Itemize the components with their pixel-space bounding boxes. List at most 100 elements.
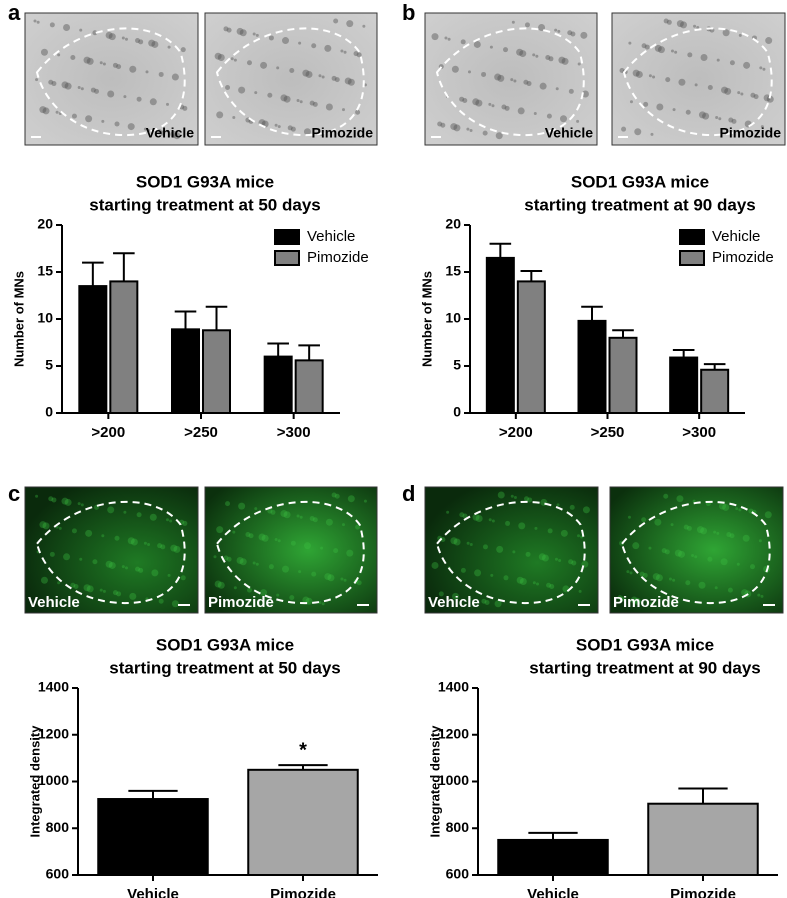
speckle <box>568 88 574 94</box>
speckle <box>707 556 713 562</box>
speckle <box>124 566 128 570</box>
speckle <box>524 22 530 28</box>
speckle <box>239 29 247 37</box>
speckle <box>532 581 536 585</box>
speckle <box>501 104 507 110</box>
speckle <box>334 493 340 499</box>
speckle <box>277 539 281 543</box>
speckle <box>36 20 40 24</box>
speckle <box>665 77 671 83</box>
speckle <box>267 508 273 514</box>
outline <box>620 500 771 605</box>
speckle <box>740 92 744 96</box>
speckle <box>496 545 504 553</box>
speckle <box>534 526 538 530</box>
speckle <box>526 81 532 87</box>
speckle <box>491 104 495 108</box>
micrograph <box>24 12 199 146</box>
x-tick-label: Pimozide <box>270 886 336 898</box>
speckle <box>245 532 251 538</box>
micrograph <box>611 12 786 146</box>
speckle <box>440 122 446 128</box>
speckle <box>167 573 171 577</box>
bar <box>263 355 293 415</box>
chart-title: SOD1 G93A mice <box>136 172 274 191</box>
speckle <box>51 497 57 503</box>
speckle <box>676 495 684 503</box>
speckle <box>129 65 137 73</box>
speckle <box>431 561 439 569</box>
speckle <box>252 32 256 36</box>
speckle <box>92 30 98 36</box>
speckle <box>226 556 232 562</box>
speckle <box>617 595 623 601</box>
speckle <box>661 548 667 554</box>
speckle <box>346 549 354 557</box>
legend-label: Pimozide <box>307 249 369 266</box>
speckle <box>343 50 347 54</box>
speckle <box>147 542 151 546</box>
speckle <box>127 123 135 131</box>
speckle <box>299 100 303 104</box>
speckle <box>713 530 717 534</box>
speckle <box>503 47 509 53</box>
speckle <box>58 526 62 530</box>
speckle <box>40 576 48 584</box>
speckle <box>680 21 688 29</box>
speckle <box>51 81 57 87</box>
speckle <box>216 526 224 534</box>
speckle <box>71 113 77 119</box>
speckle <box>674 549 682 557</box>
x-tick-label: Pimozide <box>670 886 736 898</box>
speckle <box>173 132 181 140</box>
y-tick-label: 15 <box>445 263 461 279</box>
speckle <box>686 525 692 531</box>
speckle <box>648 74 652 78</box>
legend-label: Pimozide <box>712 249 774 266</box>
speckle <box>722 503 730 511</box>
speckle <box>523 79 529 85</box>
speckle <box>236 27 244 35</box>
speckle <box>494 600 502 608</box>
speckle <box>559 115 567 123</box>
speckle <box>580 31 588 39</box>
speckle <box>657 46 665 54</box>
speckle <box>481 71 487 77</box>
speckle <box>157 129 163 135</box>
speckle <box>49 551 55 557</box>
speckle <box>707 84 713 90</box>
speckle <box>55 110 59 114</box>
speckle <box>246 60 252 66</box>
speckle <box>582 506 590 514</box>
speckle <box>694 83 698 87</box>
speckle <box>268 35 274 41</box>
speckle <box>678 78 686 86</box>
speckle <box>94 88 100 94</box>
speckle <box>444 36 448 40</box>
speckle <box>232 530 236 534</box>
bar <box>294 359 324 414</box>
speckle <box>727 587 733 593</box>
speckle <box>238 86 246 94</box>
y-tick-label: 1200 <box>38 725 69 741</box>
speckle <box>459 96 465 102</box>
x-tick-label: >300 <box>277 424 311 441</box>
speckle <box>40 48 48 56</box>
speckle <box>568 559 574 565</box>
speckle <box>225 501 231 507</box>
y-tick-label: 15 <box>37 263 53 279</box>
speckle <box>453 538 461 546</box>
speckle <box>116 591 122 597</box>
speckle <box>497 74 505 82</box>
speckle <box>112 590 118 596</box>
micrograph <box>424 12 598 146</box>
speckle <box>571 560 577 566</box>
y-tick-label: 0 <box>453 404 461 420</box>
speckle <box>318 74 322 78</box>
speckle <box>149 98 157 106</box>
bar <box>109 280 139 414</box>
speckle <box>541 554 549 562</box>
speckle <box>303 128 311 136</box>
speckle <box>538 553 546 561</box>
